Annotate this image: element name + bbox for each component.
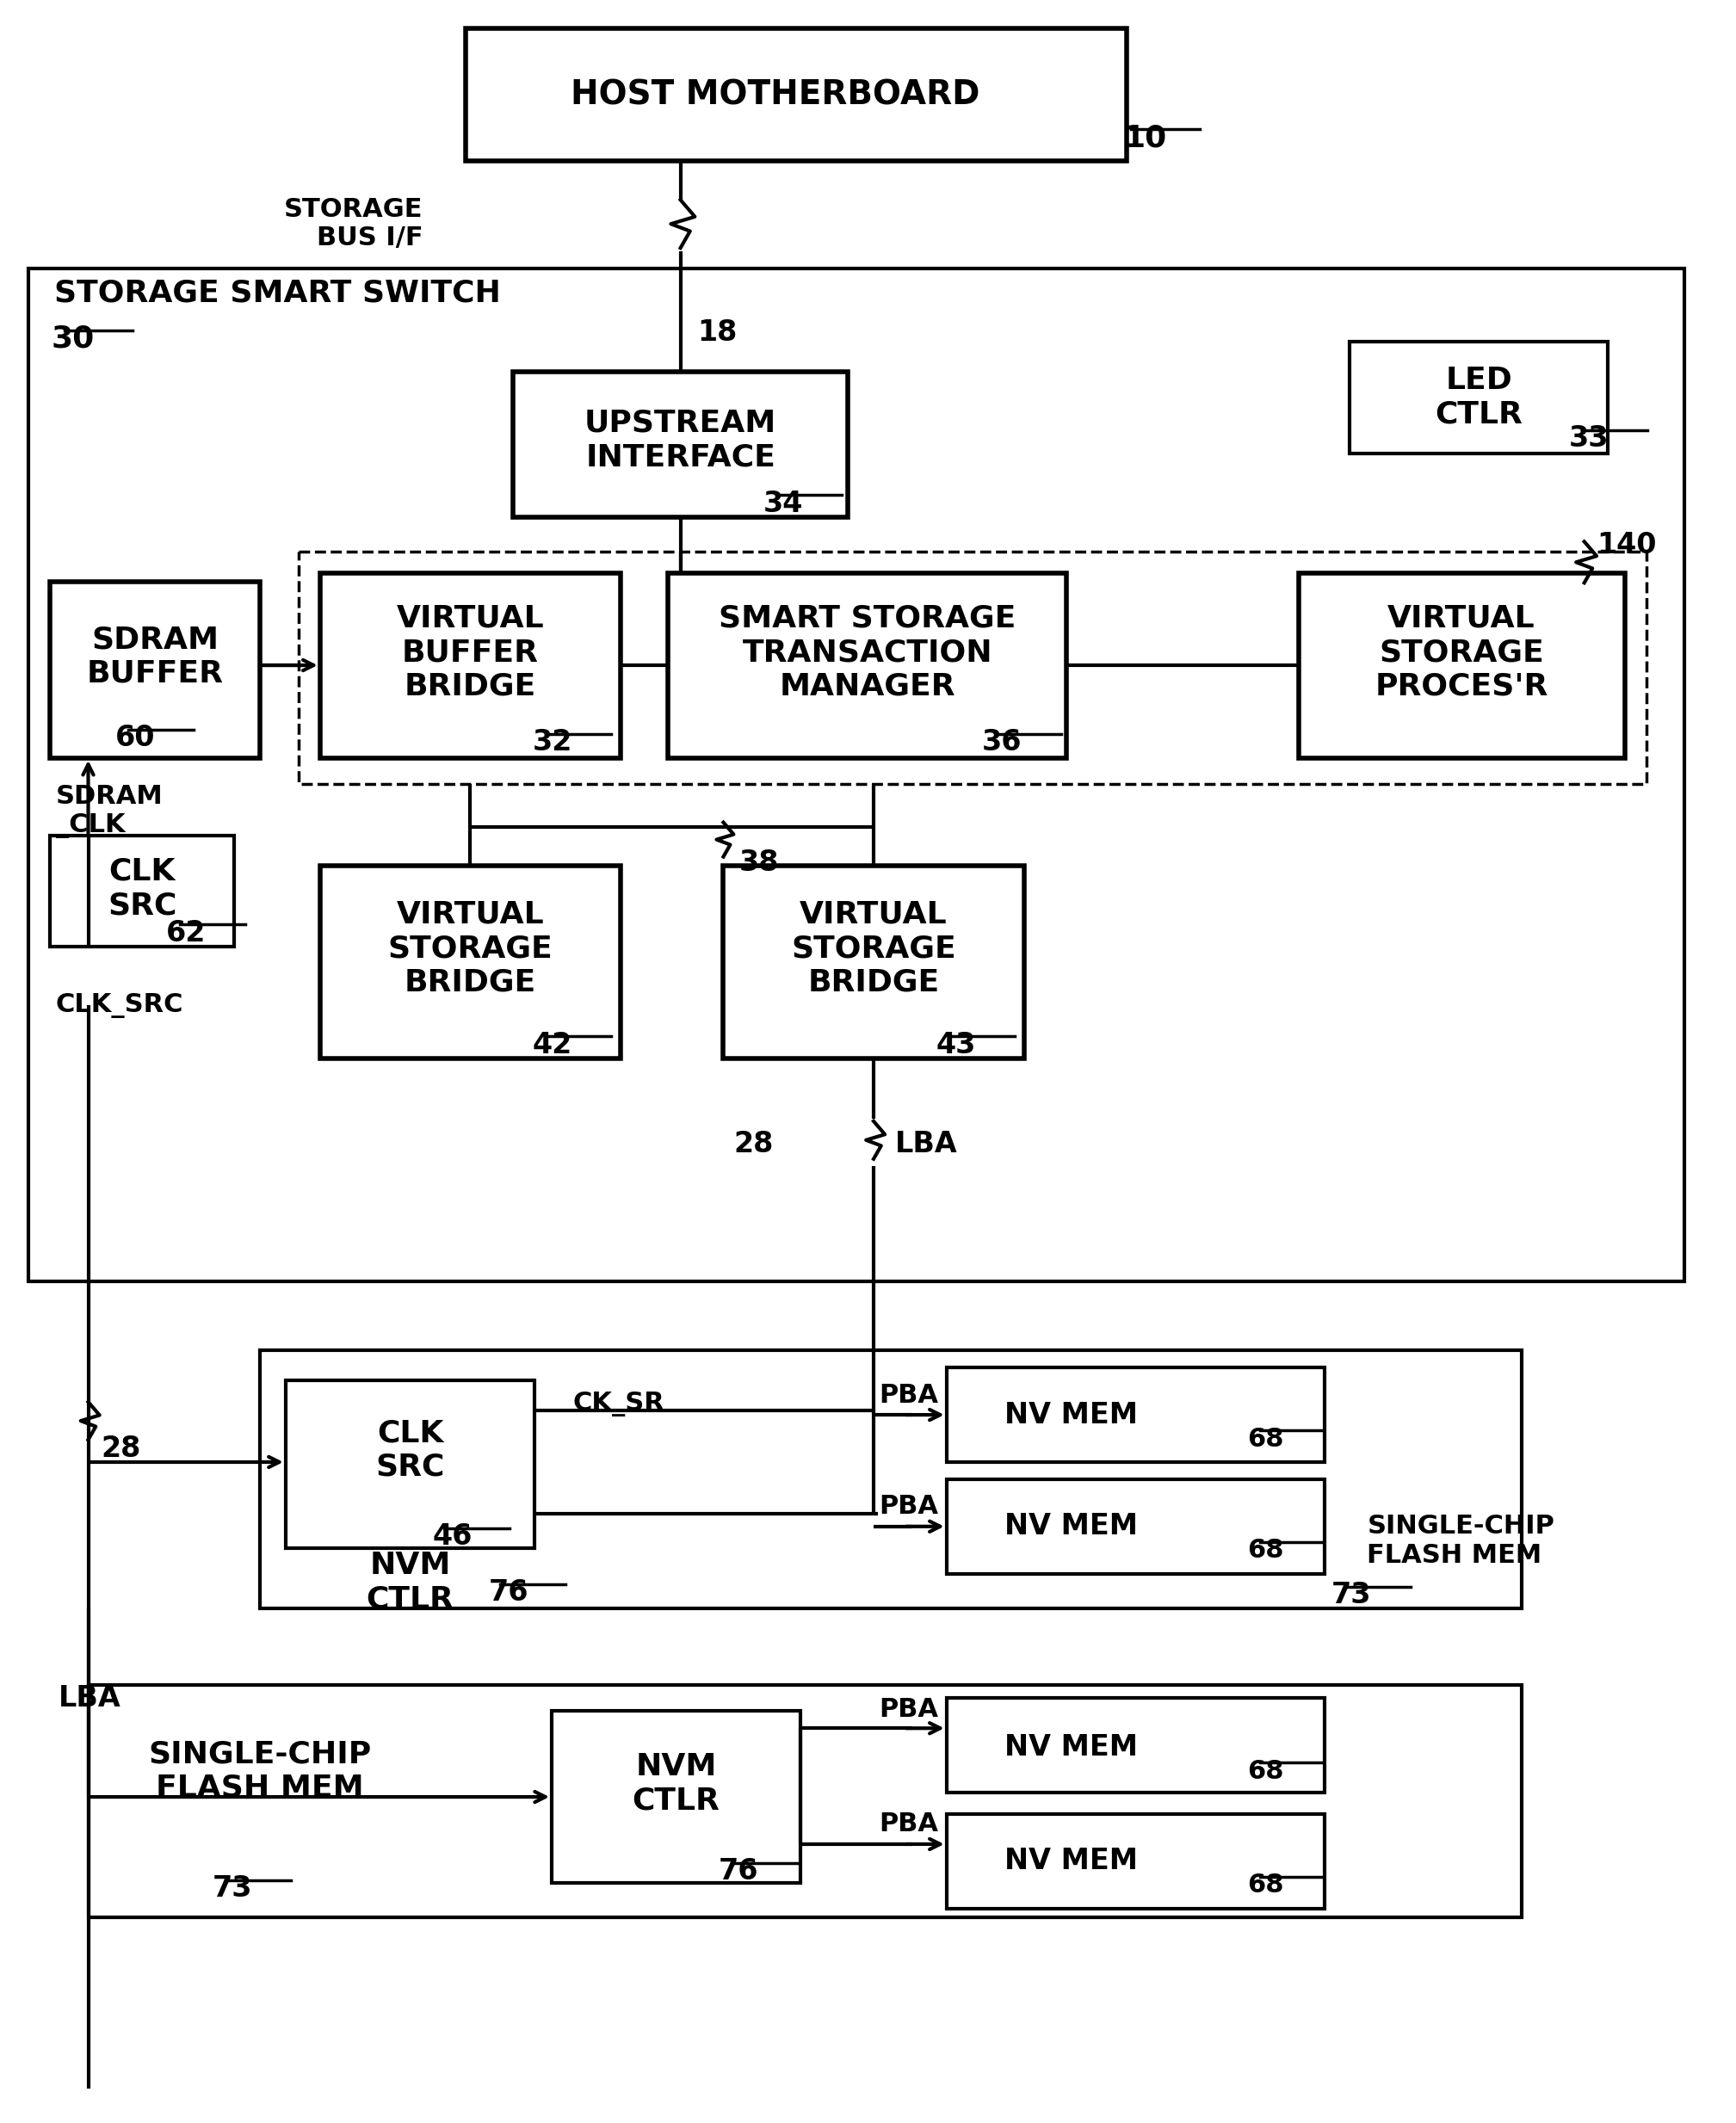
Bar (286, 1380, 535, 1548)
Text: 46: 46 (432, 1522, 472, 1552)
Text: SINGLE-CHIP
FLASH MEM: SINGLE-CHIP FLASH MEM (148, 1739, 372, 1802)
Bar (724, 866, 1024, 1059)
Bar (552, 1711, 800, 1883)
Bar (50, 834, 234, 947)
Bar (50, 582, 260, 758)
Text: 34: 34 (764, 490, 804, 518)
Text: 76: 76 (490, 1577, 529, 1607)
Text: 28: 28 (101, 1435, 141, 1463)
Bar (299, 552, 1646, 783)
Text: SMART STORAGE
TRANSACTION
MANAGER: SMART STORAGE TRANSACTION MANAGER (719, 603, 1016, 701)
Text: HOST MOTHERBOARD: HOST MOTHERBOARD (571, 79, 979, 113)
Text: STORAGE
BUS I/F: STORAGE BUS I/F (285, 197, 424, 251)
Bar (319, 866, 620, 1059)
Text: 38: 38 (740, 849, 779, 877)
Text: 73: 73 (212, 1875, 252, 1902)
Text: 73: 73 (1332, 1582, 1371, 1609)
Text: PBA: PBA (878, 1382, 937, 1408)
Bar (946, 1813, 1325, 1909)
Text: PBA: PBA (878, 1811, 937, 1836)
Text: LBA: LBA (59, 1684, 122, 1713)
Bar (514, 372, 847, 518)
Text: CLK
SRC: CLK SRC (108, 858, 177, 919)
Text: 68: 68 (1248, 1872, 1285, 1898)
Text: 30: 30 (50, 325, 94, 355)
Bar (260, 1350, 1522, 1607)
Text: 60: 60 (115, 724, 156, 752)
Text: 32: 32 (533, 728, 573, 756)
Text: PBA: PBA (878, 1696, 937, 1722)
Text: 68: 68 (1248, 1427, 1285, 1452)
Text: LED
CTLR: LED CTLR (1436, 365, 1522, 429)
Bar (668, 573, 1066, 758)
Bar (1299, 573, 1625, 758)
Text: UPSTREAM
INTERFACE: UPSTREAM INTERFACE (585, 410, 776, 471)
Text: NV MEM: NV MEM (1005, 1512, 1137, 1541)
Text: NVM
CTLR: NVM CTLR (632, 1751, 720, 1815)
Bar (946, 1367, 1325, 1463)
Text: 62: 62 (167, 919, 207, 947)
Bar (28, 270, 1684, 1282)
Text: 36: 36 (981, 728, 1021, 756)
Text: PBA: PBA (878, 1495, 937, 1520)
Bar (89, 1686, 1522, 1917)
Text: 10: 10 (1123, 123, 1167, 153)
Text: VIRTUAL
STORAGE
BRIDGE: VIRTUAL STORAGE BRIDGE (387, 900, 552, 998)
Text: SDRAM
BUFFER: SDRAM BUFFER (87, 624, 224, 688)
Text: SDRAM
_CLK: SDRAM _CLK (56, 783, 163, 839)
Text: NV MEM: NV MEM (1005, 1732, 1137, 1762)
Bar (1351, 342, 1608, 452)
Bar (946, 1698, 1325, 1792)
Bar (946, 1480, 1325, 1573)
Text: SINGLE-CHIP
FLASH MEM: SINGLE-CHIP FLASH MEM (1368, 1514, 1555, 1569)
Text: CLK
SRC: CLK SRC (375, 1418, 444, 1482)
Text: VIRTUAL
STORAGE
BRIDGE: VIRTUAL STORAGE BRIDGE (792, 900, 957, 998)
Text: 140: 140 (1597, 531, 1656, 558)
Text: 76: 76 (719, 1858, 759, 1885)
Bar (465, 28, 1127, 161)
Text: CK_SR: CK_SR (573, 1391, 665, 1416)
Text: 68: 68 (1248, 1758, 1285, 1783)
Text: STORAGE SMART SWITCH: STORAGE SMART SWITCH (54, 278, 500, 308)
Text: CLK_SRC: CLK_SRC (56, 994, 184, 1017)
Text: 68: 68 (1248, 1537, 1285, 1563)
Text: VIRTUAL
BUFFER
BRIDGE: VIRTUAL BUFFER BRIDGE (396, 603, 543, 701)
Text: 43: 43 (936, 1030, 976, 1059)
Text: NV MEM: NV MEM (1005, 1847, 1137, 1875)
Text: 18: 18 (698, 318, 738, 348)
Text: LBA: LBA (896, 1129, 958, 1159)
Text: NVM
CTLR: NVM CTLR (366, 1550, 453, 1613)
Text: VIRTUAL
STORAGE
PROCES'R: VIRTUAL STORAGE PROCES'R (1375, 603, 1549, 701)
Text: NV MEM: NV MEM (1005, 1401, 1137, 1429)
Text: 42: 42 (533, 1030, 573, 1059)
Bar (319, 573, 620, 758)
Text: 28: 28 (733, 1129, 773, 1159)
Text: 33: 33 (1569, 425, 1609, 452)
